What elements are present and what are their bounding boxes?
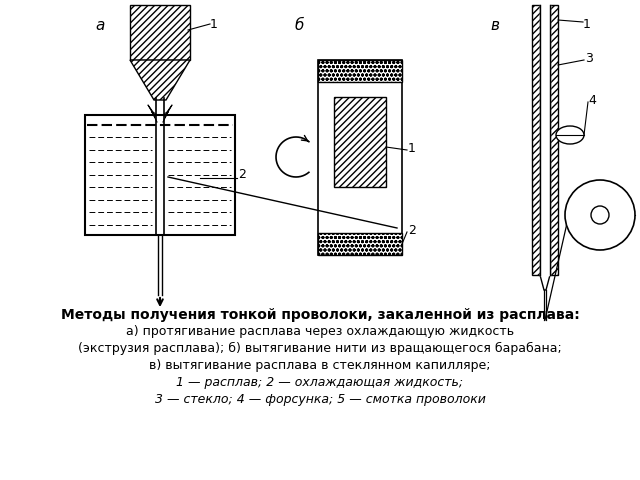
Text: 5: 5 (628, 208, 636, 221)
Text: 3: 3 (585, 51, 593, 64)
Circle shape (565, 180, 635, 250)
Bar (318, 60, 402, 255)
Bar (532, 5, 540, 275)
Circle shape (591, 206, 609, 224)
Text: Методы получения тонкой проволоки, закаленной из расплава:: Методы получения тонкой проволоки, закал… (61, 308, 579, 322)
Bar (85, 115, 235, 235)
Ellipse shape (556, 126, 584, 144)
Text: 1: 1 (583, 18, 591, 31)
Text: а) протягивание расплава через охлаждающую жидкость: а) протягивание расплава через охлаждающ… (126, 325, 514, 338)
Text: в: в (490, 18, 499, 33)
Bar (334, 97, 386, 187)
Text: 4: 4 (588, 94, 596, 107)
Text: 2: 2 (408, 224, 416, 237)
Polygon shape (130, 60, 190, 100)
Text: (экструзия расплава); б) вытягивание нити из вращающегося барабана;: (экструзия расплава); б) вытягивание нит… (78, 342, 562, 355)
Bar (130, 5, 190, 60)
Text: в) вытягивание расплава в стеклянном капилляре;: в) вытягивание расплава в стеклянном кап… (149, 359, 491, 372)
Bar (550, 5, 558, 275)
Text: 1: 1 (210, 18, 218, 31)
Text: 1 — расплав; 2 — охлаждающая жидкость;: 1 — расплав; 2 — охлаждающая жидкость; (177, 376, 463, 389)
Text: б: б (295, 18, 305, 33)
Text: 2: 2 (238, 168, 246, 181)
Polygon shape (540, 275, 550, 290)
Text: 1: 1 (408, 142, 416, 155)
Bar (318, 60, 402, 82)
Text: а: а (95, 18, 104, 33)
Text: 3 — стекло; 4 — форсунка; 5 — смотка проволоки: 3 — стекло; 4 — форсунка; 5 — смотка про… (155, 393, 485, 406)
Bar (318, 233, 402, 255)
